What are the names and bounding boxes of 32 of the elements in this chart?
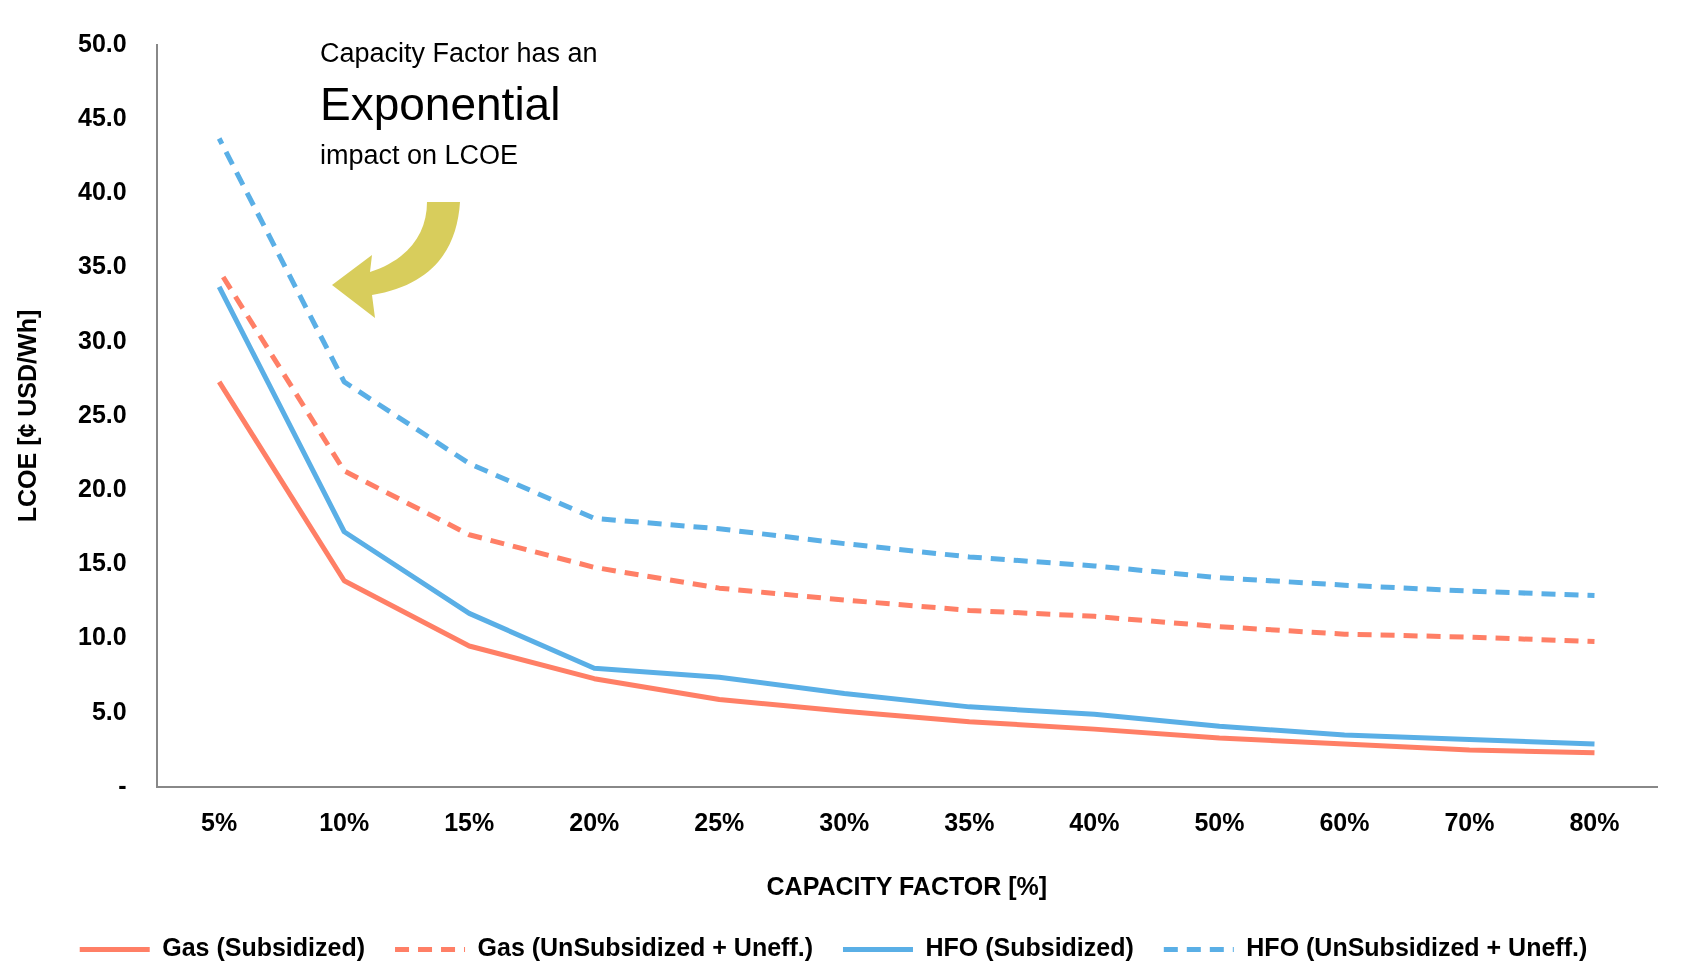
- x-tick-label: 30%: [819, 807, 870, 836]
- x-tick-label: 50%: [1194, 807, 1245, 836]
- y-tick-label: 30.0: [77, 325, 127, 354]
- x-tick-label: 25%: [694, 807, 745, 836]
- y-tick-label: 50.0: [77, 28, 127, 57]
- legend-label: Gas (UnSubsidized + Uneff.): [477, 933, 813, 962]
- y-tick-label: 45.0: [77, 103, 127, 132]
- y-tick-label: 35.0: [77, 251, 127, 280]
- legend-label: Gas (Subsidized): [162, 933, 366, 962]
- y-tick-label: 10.0: [77, 622, 127, 651]
- legend-label: HFO (UnSubsidized + Uneff.): [1246, 933, 1588, 962]
- y-tick-label: -: [118, 770, 127, 799]
- y-tick-label: 5.0: [91, 696, 127, 725]
- x-tick-label: 80%: [1569, 807, 1620, 836]
- x-tick-label: 15%: [444, 807, 495, 836]
- x-tick-label: 40%: [1069, 807, 1120, 836]
- y-axis-title: LCOE [¢ USD/Wh]: [12, 309, 41, 523]
- annotation: Exponential: [320, 77, 561, 130]
- y-tick-label: 40.0: [77, 177, 127, 206]
- annotation: impact on LCOE: [320, 140, 519, 171]
- x-tick-label: 20%: [569, 807, 620, 836]
- legend-label: HFO (Subsidized): [925, 933, 1134, 962]
- annotation: Capacity Factor has an: [320, 38, 598, 69]
- x-tick-label: 10%: [319, 807, 370, 836]
- y-tick-label: 25.0: [77, 399, 127, 428]
- y-tick-label: 15.0: [77, 548, 127, 577]
- x-tick-label: 60%: [1319, 807, 1370, 836]
- x-tick-label: 35%: [944, 807, 995, 836]
- x-axis-title: CAPACITY FACTOR [%]: [766, 871, 1048, 900]
- x-tick-label: 70%: [1444, 807, 1495, 836]
- x-tick-label: 5%: [201, 807, 238, 836]
- y-tick-label: 20.0: [77, 474, 127, 503]
